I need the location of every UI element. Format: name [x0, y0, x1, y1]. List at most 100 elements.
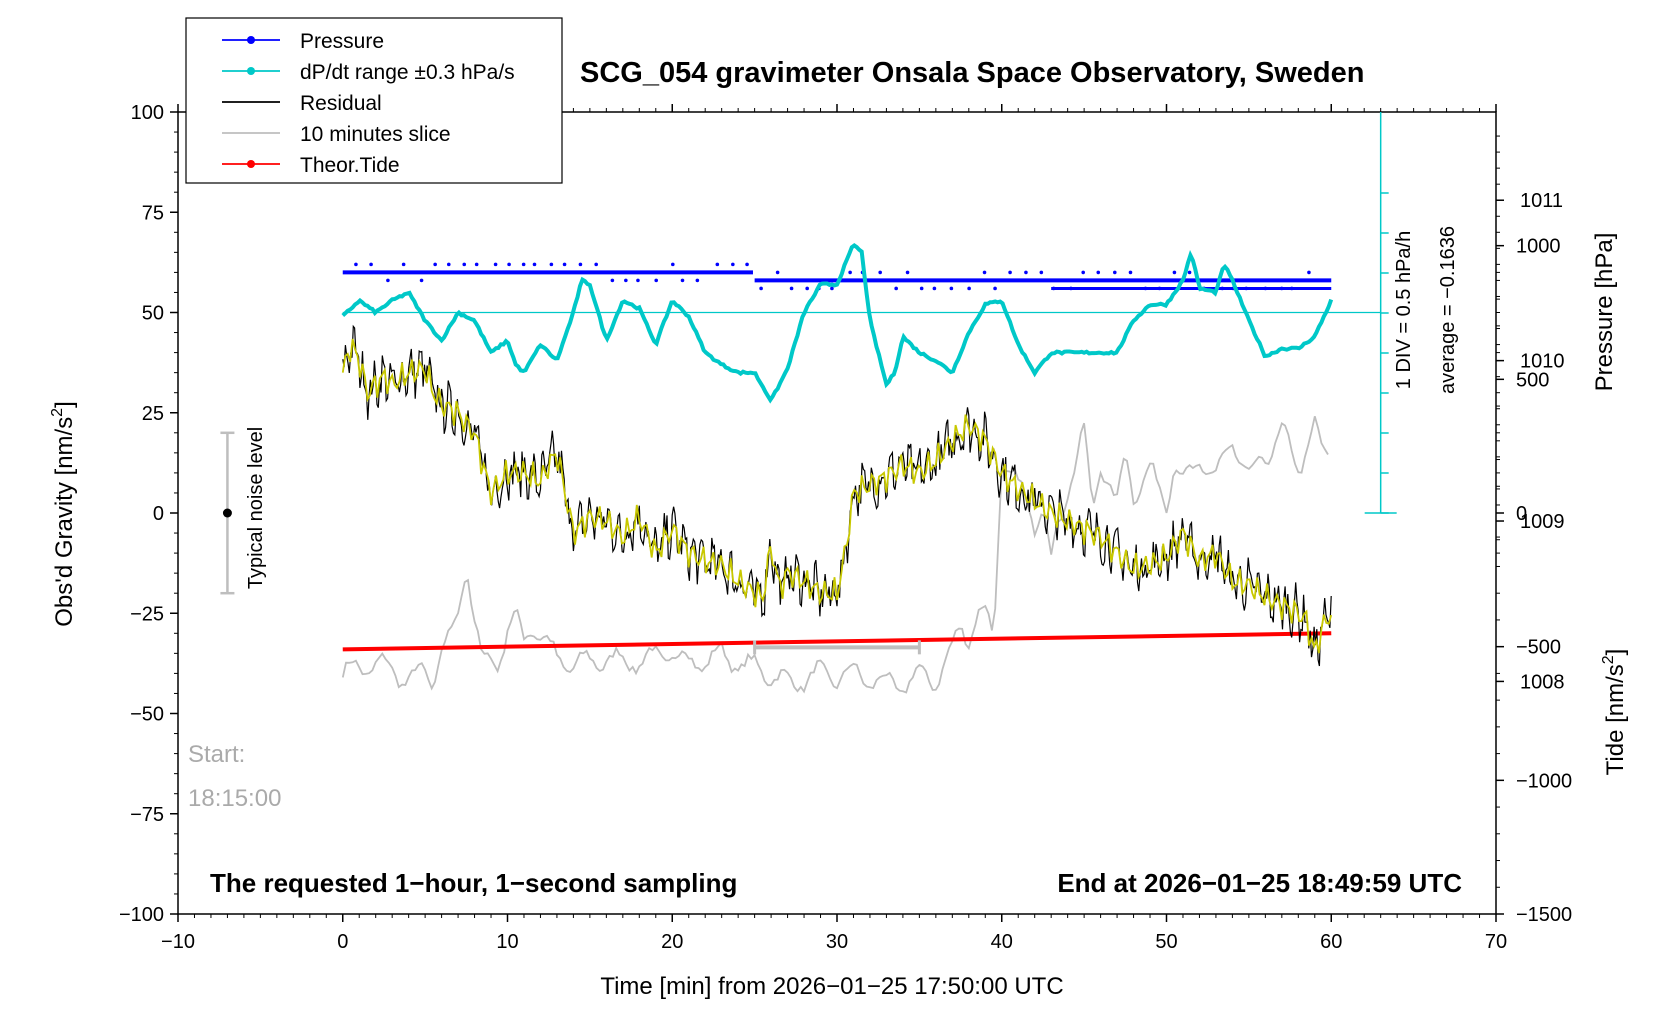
noise-level-dot — [222, 508, 232, 518]
pressure-point — [624, 278, 628, 283]
pressure-point — [507, 262, 511, 267]
tide-tick-label: −1000 — [1516, 770, 1572, 792]
pressure-point — [1220, 286, 1225, 291]
x-tick-label: 50 — [1155, 931, 1177, 953]
pressure-point — [1024, 270, 1028, 275]
x-tick-label: 30 — [826, 931, 848, 953]
pressure-point — [830, 286, 834, 291]
pressure-point — [1051, 286, 1056, 291]
y-tick-label: 75 — [142, 202, 164, 224]
x-axis-label: Time [min] from 2026−01−25 17:50:00 UTC — [600, 973, 1063, 1000]
x-tick-label: 10 — [496, 931, 518, 953]
y-axis-label-pressure: Pressure [hPa] — [1591, 233, 1618, 392]
y-tick-label: 50 — [142, 303, 164, 325]
x-tick-label: 70 — [1485, 931, 1507, 953]
pressure-point — [878, 270, 882, 275]
series-layer — [341, 243, 1381, 694]
legend-label: dP/dt range ±0.3 hPa/s — [300, 61, 515, 84]
pressure-point — [1187, 270, 1192, 275]
start-label: Start: — [188, 741, 245, 768]
tide-tick-label: −500 — [1516, 637, 1561, 659]
pressure-point — [848, 270, 852, 275]
x-tick-label: 20 — [661, 931, 683, 953]
pressure-point — [578, 262, 583, 267]
pressure-point — [1039, 270, 1044, 275]
y-axis-label-tide-sup: 2 — [1600, 655, 1617, 664]
pressure-point — [594, 262, 598, 267]
pressure-point — [1307, 270, 1311, 275]
y-axis-label-tide: Tide [nm/s2] — [1600, 649, 1629, 776]
pressure-point — [919, 286, 924, 291]
pressure-tick-label: 1010 — [1520, 351, 1565, 373]
pressure-point — [549, 262, 554, 267]
dpdt-average-label: average = −0.1636 — [1437, 226, 1459, 394]
tide-tick-label: 0 — [1516, 503, 1527, 525]
x-tick-label: 60 — [1320, 931, 1342, 953]
axes-frame: −10 0 10 20 30 40 50 60 70−100−75−50−25025507510… — [119, 102, 1572, 953]
pressure-point — [521, 262, 526, 267]
noise-level-label: Typical noise level — [245, 427, 267, 589]
legend-label: Pressure — [300, 30, 384, 53]
y-tick-label: −75 — [130, 804, 164, 826]
pressure-point — [1279, 286, 1284, 291]
pressure-point — [562, 262, 567, 267]
pressure-point — [993, 286, 997, 291]
legend-label: 10 minutes slice — [300, 123, 451, 146]
pressure-point — [1008, 270, 1012, 275]
pressure-tick-label: 1011 — [1520, 190, 1563, 212]
pressure-point — [354, 262, 358, 267]
pressure-point — [1157, 286, 1162, 291]
legend: Pressure dP/dt range ±0.3 hPa/s Residual 10… — [185, 17, 563, 184]
pressure-point — [1143, 286, 1148, 291]
pressure-tick-label: 1008 — [1520, 671, 1565, 693]
pressure-point — [386, 278, 390, 283]
y-axis-label-left: Obs'd Gravity [nm/s2] — [49, 401, 78, 627]
pressure-point — [789, 286, 794, 291]
pressure-point — [949, 286, 954, 291]
pressure-point — [474, 262, 479, 267]
footer-right-note: End at 2026−01−25 18:49:59 UTC — [1057, 868, 1462, 898]
pressure-point — [433, 262, 437, 267]
pressure-point — [1081, 270, 1086, 275]
tide-series-line — [342, 631, 1332, 652]
pressure-point — [805, 286, 809, 291]
pressure-point — [401, 262, 406, 267]
pressure-point — [670, 262, 675, 267]
pressure-point — [1263, 286, 1268, 291]
legend-label: Theor.Tide — [300, 154, 400, 177]
pressure-point — [1128, 270, 1133, 275]
pressure-point — [493, 262, 498, 267]
y-tick-label: 0 — [153, 503, 164, 525]
legend-label: Residual — [300, 92, 382, 115]
x-tick-label: −10 — [161, 931, 195, 953]
legend-swatch-marker — [247, 160, 255, 168]
x-tick-label: 0 — [337, 931, 348, 953]
pressure-point — [369, 262, 373, 267]
pressure-point — [759, 286, 763, 291]
pressure-point — [695, 278, 700, 283]
pressure-point — [1096, 270, 1101, 275]
pressure-tick-label: 1009 — [1520, 511, 1565, 533]
tide-tick-label: 500 — [1516, 369, 1549, 391]
pressure-point — [654, 278, 659, 283]
y-axis-label-left-sup: 2 — [49, 408, 66, 417]
legend-swatch-marker — [247, 36, 255, 44]
pressure-point — [532, 262, 537, 267]
pressure-point — [610, 278, 615, 283]
tide-tick-label: 1000 — [1516, 236, 1561, 258]
tide-tick-label: −1500 — [1516, 904, 1572, 926]
pressure-point — [1244, 286, 1249, 291]
pressure-point — [636, 278, 640, 283]
pressure-point — [745, 262, 749, 267]
pressure-point — [731, 262, 735, 267]
slice-series-line — [341, 416, 1329, 694]
chart-title: SCG_054 gravimeter Onsala Space Observat… — [580, 57, 1364, 89]
pressure-point — [967, 286, 971, 291]
pressure-point — [1069, 286, 1073, 291]
residual-smoothed-line — [341, 338, 1333, 654]
plot-frame — [177, 111, 1497, 915]
annotation-layer — [220, 112, 1397, 655]
footer-left-note: The requested 1−hour, 1−second sampling — [210, 868, 737, 898]
pressure-point — [680, 278, 685, 283]
